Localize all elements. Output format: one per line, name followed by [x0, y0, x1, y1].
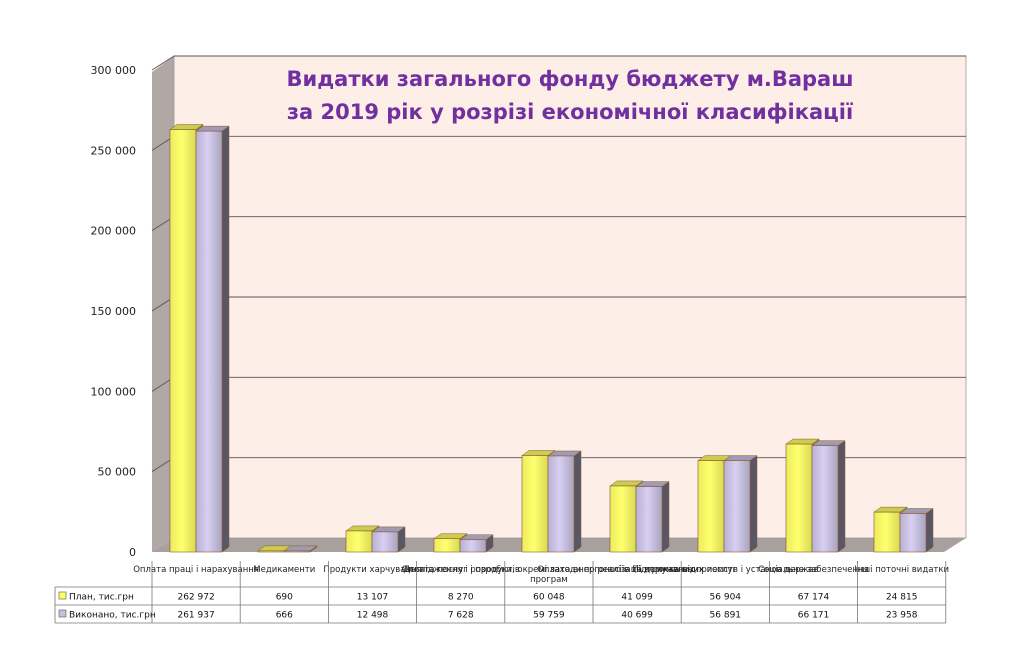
table-cell: 66 171: [798, 611, 830, 621]
bar-side: [749, 455, 758, 553]
x-category-label: Оплата енергоносіїв та комунальних послу…: [537, 565, 737, 575]
y-tick-label: 200 000: [91, 225, 137, 238]
bar-front: [521, 455, 549, 553]
bar: [811, 440, 846, 553]
bar: [283, 545, 318, 553]
bar-front: [697, 460, 725, 553]
bar: [371, 526, 406, 553]
table-cell: 690: [276, 593, 293, 603]
bar-front: [345, 530, 373, 553]
bar: [723, 455, 758, 553]
y-tick-label: 300 000: [91, 64, 137, 77]
x-category-label: Продукти харчування: [323, 565, 421, 575]
x-category-label: Інші поточні видатки: [854, 565, 949, 575]
x-category-label: програм: [530, 575, 568, 585]
bar-front: [811, 445, 839, 553]
x-category-label: Медикаменти: [253, 565, 315, 575]
bars: [169, 124, 934, 553]
table-cell: 261 937: [177, 611, 214, 621]
y-tick-label: 0: [129, 546, 136, 559]
bar-front: [609, 485, 637, 553]
bar-front: [459, 539, 487, 553]
bar-side: [925, 508, 934, 553]
bar-side: [221, 125, 230, 553]
y-tick-label: 250 000: [91, 144, 137, 157]
chart-title-line-1: Видатки загального фонду бюджету м.Вараш: [286, 67, 853, 91]
chart-title: Видатки загального фонду бюджету м.Вараш…: [286, 67, 853, 124]
y-tick-label: 150 000: [91, 305, 137, 318]
x-category-label: Соціальне забезпечення: [758, 565, 868, 575]
bar: [195, 125, 230, 553]
bar-front: [257, 550, 285, 553]
table-cell: 8 270: [448, 593, 474, 603]
bar-front: [723, 460, 751, 553]
legend-swatch: [58, 609, 67, 618]
legend-label: Виконано, тис.грн: [69, 611, 156, 621]
bar-front: [547, 455, 575, 553]
y-tick-label: 100 000: [91, 385, 137, 398]
chart-title-line-2: за 2019 рік у розрізі економічної класиф…: [287, 100, 853, 124]
table-cell: 262 972: [177, 593, 214, 603]
bar-side: [837, 440, 846, 553]
bar: [547, 450, 582, 553]
bar-front: [873, 511, 901, 553]
gridline-side: [151, 55, 175, 71]
x-category-label: Підтримка підприємств і установ держав: [632, 565, 818, 575]
x-category-label: Оплата послуг і продуктів: [401, 565, 519, 575]
bar-front: [433, 538, 461, 553]
bar: [899, 508, 934, 553]
table-cell: 7 628: [448, 611, 474, 621]
bar-front: [635, 486, 663, 553]
table-cell: 12 498: [357, 611, 389, 621]
bar-front: [785, 443, 813, 553]
bar: [459, 534, 494, 553]
table-cell: 41 099: [621, 593, 653, 603]
data-table: План, тис.грн 262 972 690 13 107 8 270 60 048…: [54, 561, 947, 624]
table-cell: 666: [276, 611, 293, 621]
bar: [635, 481, 670, 553]
table-cell: 59 759: [533, 611, 565, 621]
y-axis-ticks: 0 50 000 100 000 150 000 200 000 250 000 300 0…: [91, 64, 137, 559]
bar-side: [661, 481, 670, 553]
bar-front: [195, 130, 223, 553]
legend-label: План, тис.грн: [69, 593, 134, 603]
x-category-label: Дослідження і розробки, окремі заходи по…: [403, 565, 694, 575]
table-cell: 24 815: [886, 593, 918, 603]
table-cell: 13 107: [357, 593, 389, 603]
bar-front: [371, 531, 399, 553]
legend-swatch: [58, 591, 67, 600]
bar-side: [573, 450, 582, 553]
table-cell: 67 174: [798, 593, 830, 603]
table-cell: 60 048: [533, 593, 565, 603]
bar-front: [283, 550, 311, 553]
table-cell: 56 904: [710, 593, 742, 603]
bar-front: [169, 129, 197, 553]
table-cell: 56 891: [710, 611, 742, 621]
bar-front: [899, 513, 927, 553]
x-category-label: Оплата праці і нарахування: [133, 565, 259, 575]
y-tick-label: 50 000: [98, 466, 137, 479]
table-cell: 40 699: [621, 611, 653, 621]
table-cell: 23 958: [886, 611, 918, 621]
